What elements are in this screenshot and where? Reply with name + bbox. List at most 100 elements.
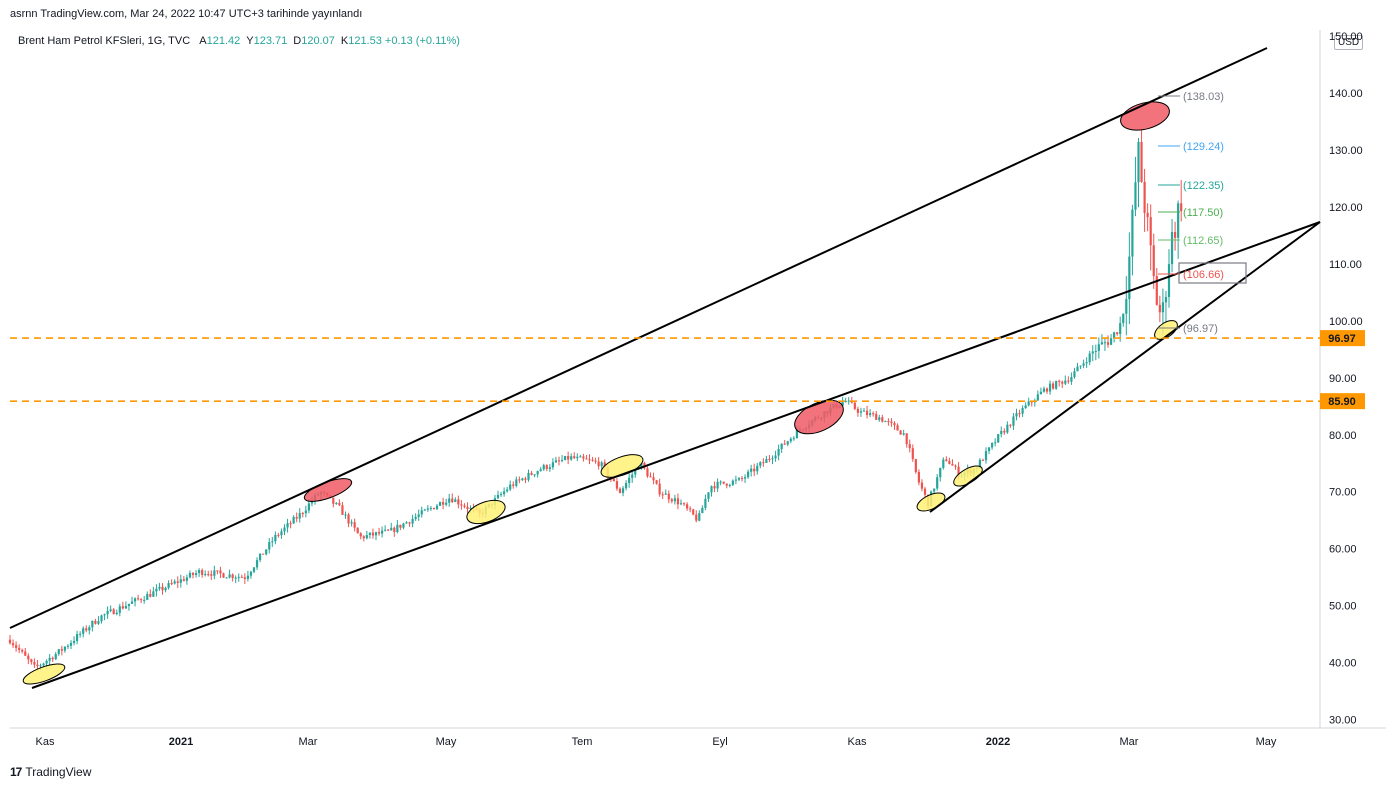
trend-line: [929, 221, 1321, 513]
candle-body: [307, 503, 310, 511]
candle-body: [149, 593, 152, 597]
candle-body: [548, 467, 551, 469]
ohlc-value: 123.71: [253, 35, 288, 47]
candle-body: [1134, 182, 1137, 210]
candle-body: [768, 458, 771, 460]
candle-body: [228, 574, 231, 578]
candle-body: [957, 466, 960, 477]
candle-body: [591, 459, 594, 461]
annotation-label: (112.65): [1183, 235, 1223, 247]
candle-body: [1042, 388, 1046, 392]
candle-body: [795, 429, 798, 439]
symbol-legend: Brent Ham Petrol KFSleri, 1G, TVC A121.4…: [18, 35, 460, 47]
highlight-zone: [22, 663, 66, 685]
candle-body: [539, 469, 542, 472]
ohlc-value: 121.53: [348, 35, 382, 47]
candle-body: [1131, 209, 1134, 257]
candle-body: [204, 574, 207, 576]
candle-body: [862, 410, 866, 412]
candle-body: [710, 486, 713, 493]
candle-body: [381, 530, 384, 534]
candle-body: [496, 494, 500, 499]
price-tick-label: 110.00: [1329, 259, 1362, 271]
candle-body: [655, 480, 658, 484]
chart-frame: [10, 30, 1386, 729]
price-tick-label: 70.00: [1329, 487, 1357, 499]
candle-body: [268, 542, 271, 550]
candle-body: [374, 532, 378, 536]
price-tick-label: 50.00: [1329, 601, 1357, 613]
symbol-title[interactable]: Brent Ham Petrol KFSleri, 1G, TVC: [18, 35, 191, 47]
candle-body: [94, 620, 97, 624]
candle-body: [469, 507, 472, 510]
currency-badge[interactable]: USD: [1334, 35, 1364, 50]
candle-body: [359, 533, 362, 537]
candle-body: [984, 451, 988, 461]
candle-body: [454, 499, 457, 503]
candle-body: [298, 513, 301, 519]
candle-body: [585, 458, 588, 460]
candle-body: [435, 505, 439, 510]
candle-body: [466, 506, 469, 510]
annotation-box: [1178, 262, 1247, 284]
price-tick-label: 60.00: [1329, 544, 1357, 556]
candle-body: [158, 586, 161, 589]
candle-body: [618, 488, 622, 493]
candle-body: [844, 401, 847, 403]
candle-body: [115, 612, 118, 615]
candle-body: [765, 458, 768, 463]
candle-body: [210, 574, 213, 576]
candle-body: [570, 456, 573, 460]
candle-body: [530, 472, 533, 475]
candle-body: [1103, 342, 1107, 344]
candle-body: [673, 498, 676, 502]
candle-body: [939, 467, 942, 478]
candle-body: [527, 472, 530, 480]
candle-body: [667, 493, 670, 500]
candle-body: [420, 510, 423, 515]
candle-body: [753, 468, 756, 472]
candle-body: [579, 456, 582, 458]
candle-body: [265, 549, 268, 555]
candle-body: [97, 621, 100, 624]
candle-body: [255, 560, 259, 568]
candle-body: [1039, 391, 1042, 395]
candle-body: [731, 480, 734, 485]
price-annotations: (138.03) (129.24) (122.35) (117.50) (112.65)…: [1158, 91, 1247, 335]
price-tick-label: 140.00: [1329, 88, 1363, 100]
candle-body: [881, 417, 884, 422]
candle-body: [356, 527, 359, 534]
candle-body: [1164, 297, 1168, 303]
candle-body: [545, 465, 548, 469]
candle-body: [640, 462, 643, 469]
candle-body: [283, 527, 286, 532]
highlight-zones: [22, 101, 1178, 685]
candle-body: [1174, 232, 1177, 238]
highlight-zone: [1120, 101, 1170, 131]
candle-body: [377, 532, 381, 534]
candle-body: [1106, 342, 1110, 345]
candle-body: [451, 498, 454, 503]
candle-body: [423, 509, 426, 511]
candle-body: [692, 509, 695, 515]
candle-body: [411, 518, 414, 524]
price-tick-label: 120.00: [1329, 202, 1363, 214]
candle-body: [1109, 338, 1113, 345]
candle-body: [524, 478, 527, 480]
candle-body: [716, 481, 719, 489]
candle-body: [554, 460, 558, 463]
candle-body: [188, 572, 192, 578]
candle-body: [57, 649, 60, 655]
candle-body: [140, 599, 143, 601]
candle-body: [625, 482, 628, 489]
candle-body: [756, 465, 759, 472]
candle-body: [878, 417, 881, 420]
candle-body: [127, 603, 131, 607]
candle-body: [1122, 313, 1125, 324]
candle-body: [686, 504, 689, 509]
candle-body: [670, 499, 673, 502]
candle-body: [402, 523, 405, 528]
candle-body: [664, 493, 667, 495]
candle-body: [1170, 232, 1174, 265]
